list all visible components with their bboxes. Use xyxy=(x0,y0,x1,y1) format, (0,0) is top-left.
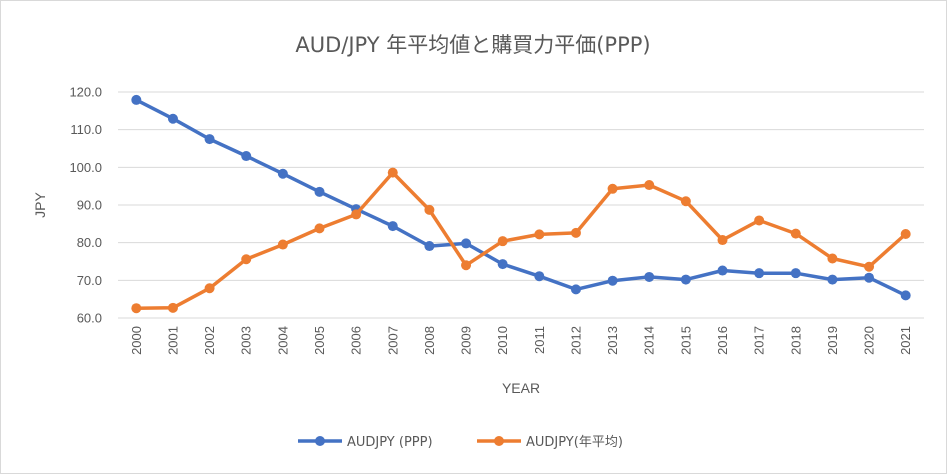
x-tick-label: 2001 xyxy=(165,326,180,355)
x-tick-label: 2010 xyxy=(495,326,510,355)
data-point xyxy=(131,94,142,105)
x-tick-label: 2016 xyxy=(715,326,730,355)
legend-label: AUDJPY (PPP) xyxy=(347,435,433,450)
data-point xyxy=(497,236,508,247)
x-tick-label: 2002 xyxy=(202,326,217,355)
y-tick-label: 100.0 xyxy=(69,160,102,175)
data-point xyxy=(461,238,472,249)
data-point xyxy=(864,261,875,272)
y-tick-label: 70.0 xyxy=(77,273,102,288)
data-point xyxy=(790,228,801,239)
data-point xyxy=(461,260,472,271)
legend-item-2: AUDJPY(年平均) xyxy=(477,435,623,450)
data-point xyxy=(680,274,691,285)
x-tick-label: 2006 xyxy=(349,326,364,355)
x-tick-label: 2007 xyxy=(385,326,400,355)
y-tick-label: 80.0 xyxy=(77,235,102,250)
data-point xyxy=(680,196,691,207)
data-point xyxy=(241,254,252,265)
x-tick-label: 2019 xyxy=(825,326,840,355)
legend-item-1: AUDJPY (PPP) xyxy=(298,435,433,450)
x-tick-label: 2015 xyxy=(678,326,693,355)
y-axis-label: JPY xyxy=(32,192,48,218)
data-point xyxy=(351,209,362,220)
x-tick-label: 2020 xyxy=(862,326,877,355)
legend-label: AUDJPY(年平均) xyxy=(526,435,623,450)
data-point xyxy=(314,186,325,197)
x-tick-label: 2009 xyxy=(459,326,474,355)
data-point xyxy=(497,259,508,270)
data-point xyxy=(314,223,325,234)
data-point xyxy=(754,268,765,279)
x-tick-label: 2011 xyxy=(532,326,547,354)
x-tick-label: 2000 xyxy=(129,326,144,355)
legend-swatch-marker xyxy=(315,436,325,446)
series-line xyxy=(134,98,908,298)
data-point xyxy=(754,215,765,226)
x-axis-label: YEAR xyxy=(502,380,540,396)
data-point xyxy=(900,229,911,240)
series-1 xyxy=(131,94,911,301)
data-point xyxy=(277,239,288,250)
data-point xyxy=(204,134,215,145)
x-tick-label: 2017 xyxy=(752,326,767,355)
y-tick-label: 110.0 xyxy=(70,122,102,137)
data-point xyxy=(204,283,215,294)
data-point xyxy=(607,275,618,286)
x-tick-label: 2004 xyxy=(275,326,290,355)
series-2 xyxy=(131,167,911,314)
legend-swatch-marker xyxy=(494,436,504,446)
data-point xyxy=(241,151,252,162)
data-point xyxy=(644,271,655,282)
x-tick-label: 2014 xyxy=(642,326,657,355)
data-point xyxy=(827,274,838,285)
x-tick-label: 2021 xyxy=(898,326,913,355)
gridlines xyxy=(118,91,924,319)
data-point xyxy=(277,168,288,179)
chart-title: AUD/JPY 年平均値と購買力平価(PPP) xyxy=(295,33,650,57)
x-tick-label: 2013 xyxy=(605,326,620,355)
data-point xyxy=(644,180,655,191)
series-layer xyxy=(131,94,911,314)
series-line xyxy=(134,170,908,310)
data-point xyxy=(167,113,178,124)
x-axis-ticks: 2000 2001 2002 2003 2004 2005 2006 2007 2008 2009… xyxy=(129,326,913,355)
y-axis-ticks: 60.0 70.0 80.0 90.0 100.0 110.0 120.0 xyxy=(69,85,102,326)
y-tick-label: 90.0 xyxy=(77,198,102,213)
x-tick-label: 2003 xyxy=(239,326,254,355)
data-point xyxy=(790,268,801,279)
data-point xyxy=(717,235,728,246)
y-tick-label: 120.0 xyxy=(69,85,102,100)
data-point xyxy=(424,204,435,215)
x-tick-label: 2018 xyxy=(788,326,803,355)
data-point xyxy=(534,271,545,282)
data-point xyxy=(534,229,545,240)
data-point xyxy=(387,221,398,232)
x-tick-label: 2005 xyxy=(312,326,327,355)
x-tick-label: 2012 xyxy=(568,326,583,355)
data-point xyxy=(717,265,728,276)
data-point xyxy=(827,253,838,264)
data-point xyxy=(424,241,435,252)
data-point xyxy=(570,284,581,295)
data-point xyxy=(864,272,875,283)
data-point xyxy=(131,303,142,314)
legend: AUDJPY (PPP) AUDJPY(年平均) xyxy=(298,435,623,450)
data-point xyxy=(900,290,911,301)
y-tick-label: 60.0 xyxy=(77,311,102,326)
data-point xyxy=(570,227,581,238)
data-point xyxy=(387,167,398,178)
x-tick-label: 2008 xyxy=(422,326,437,355)
data-point xyxy=(607,183,618,194)
data-point xyxy=(167,302,178,313)
